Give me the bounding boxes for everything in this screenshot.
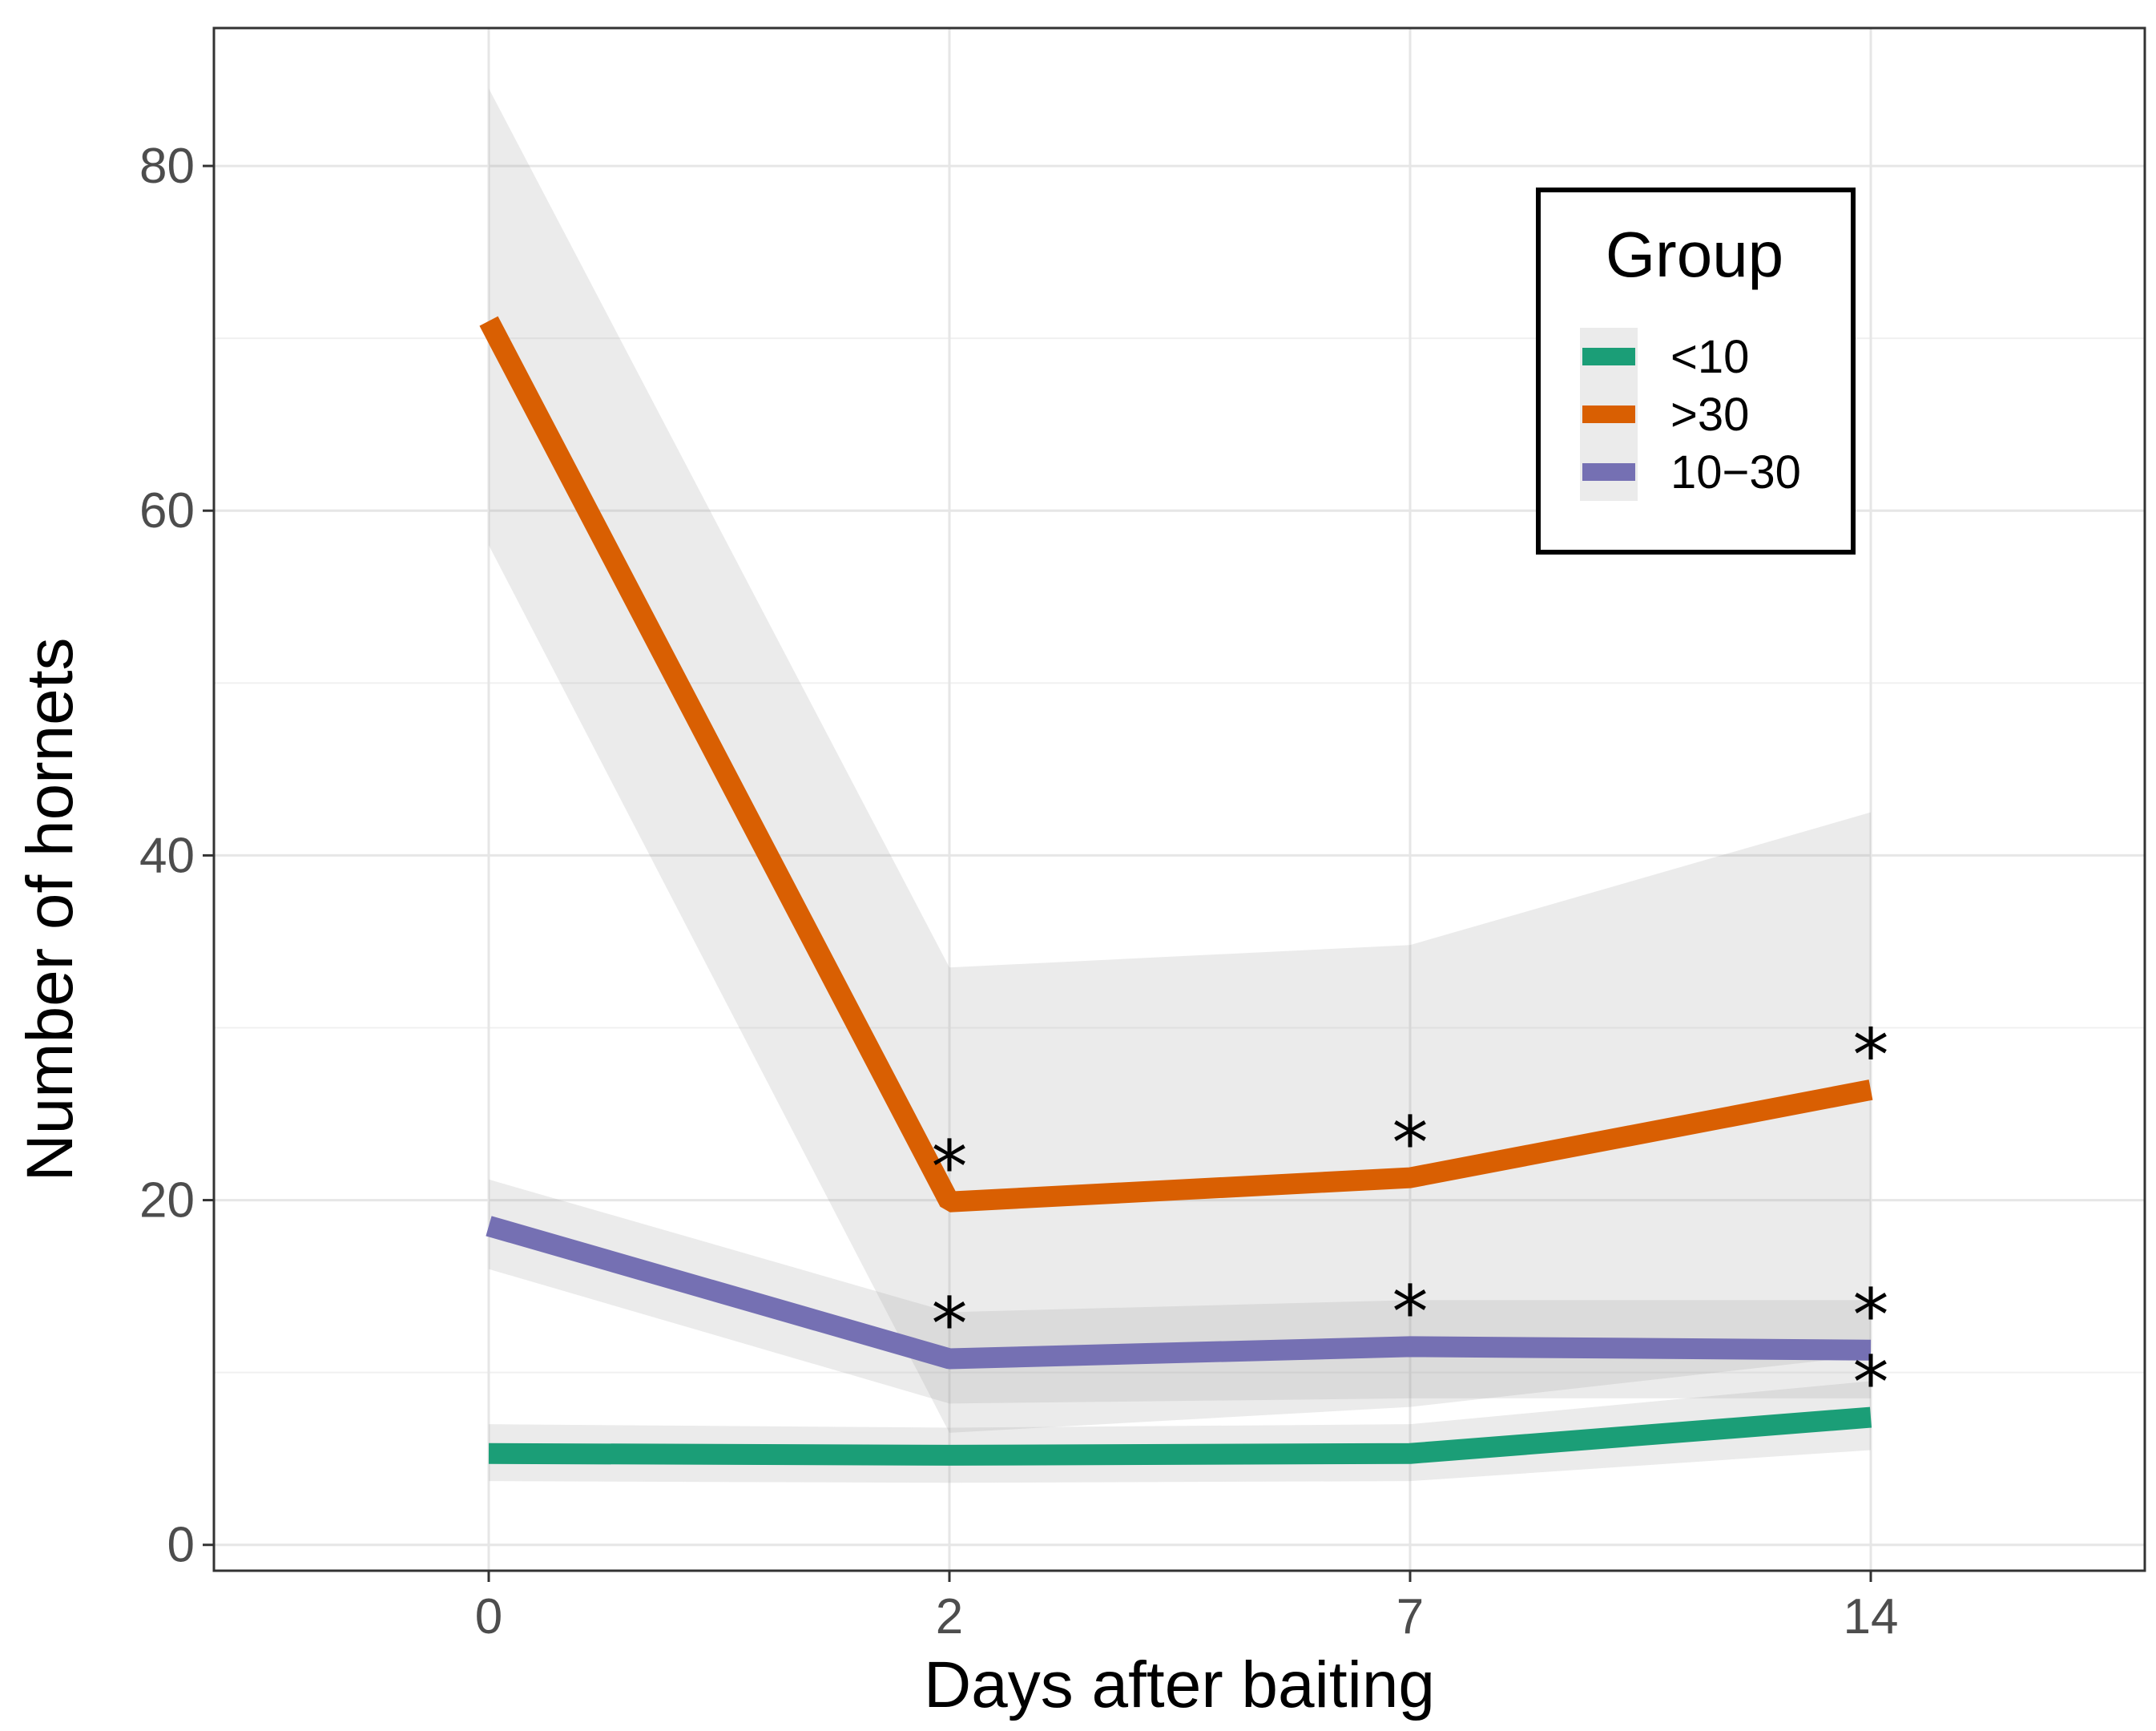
series-line->30 xyxy=(479,316,1873,1213)
y-axis-title: Number of hornets xyxy=(14,637,87,1181)
y-tick-label: 20 xyxy=(139,1173,195,1229)
significance-star: * xyxy=(1392,1270,1429,1354)
x-tick-label: 7 xyxy=(1396,1589,1424,1644)
y-tick-label: 60 xyxy=(139,483,195,539)
series-lines xyxy=(479,316,1873,1466)
legend-box xyxy=(1536,188,1856,555)
significance-star: * xyxy=(1853,1274,1889,1358)
series-line-<10 xyxy=(488,1406,1872,1466)
x-tick-label: 14 xyxy=(1844,1589,1899,1644)
series-line-10−30 xyxy=(486,1216,1872,1370)
gridlines xyxy=(214,28,2145,1571)
significance-star: * xyxy=(932,1126,968,1210)
legend-title: Group xyxy=(1606,219,1783,290)
significance-star: * xyxy=(1392,1102,1429,1186)
ci-ribbon->30 xyxy=(489,88,1871,1433)
y-tick-label: 0 xyxy=(167,1518,195,1573)
y-tick-label: 80 xyxy=(139,139,195,194)
x-axis-title: Days after baiting xyxy=(924,1648,1435,1721)
significance-star: * xyxy=(1853,1342,1889,1426)
plot-panel-border xyxy=(212,26,2146,1572)
significance-star: * xyxy=(1853,1014,1889,1098)
legend-label: >30 xyxy=(1670,389,1749,441)
significance-star: * xyxy=(932,1282,968,1366)
axes: 0 20 40 60 80 0 2 7 14 xyxy=(139,139,1898,1644)
significance-markers: ** *** * * xyxy=(932,1014,1889,1426)
legend-label: <10 xyxy=(1670,331,1749,383)
x-tick-label: 2 xyxy=(936,1589,963,1644)
x-tick-label: 0 xyxy=(475,1589,502,1644)
y-tick-label: 40 xyxy=(139,828,195,883)
legend-label: 10−30 xyxy=(1670,446,1801,498)
